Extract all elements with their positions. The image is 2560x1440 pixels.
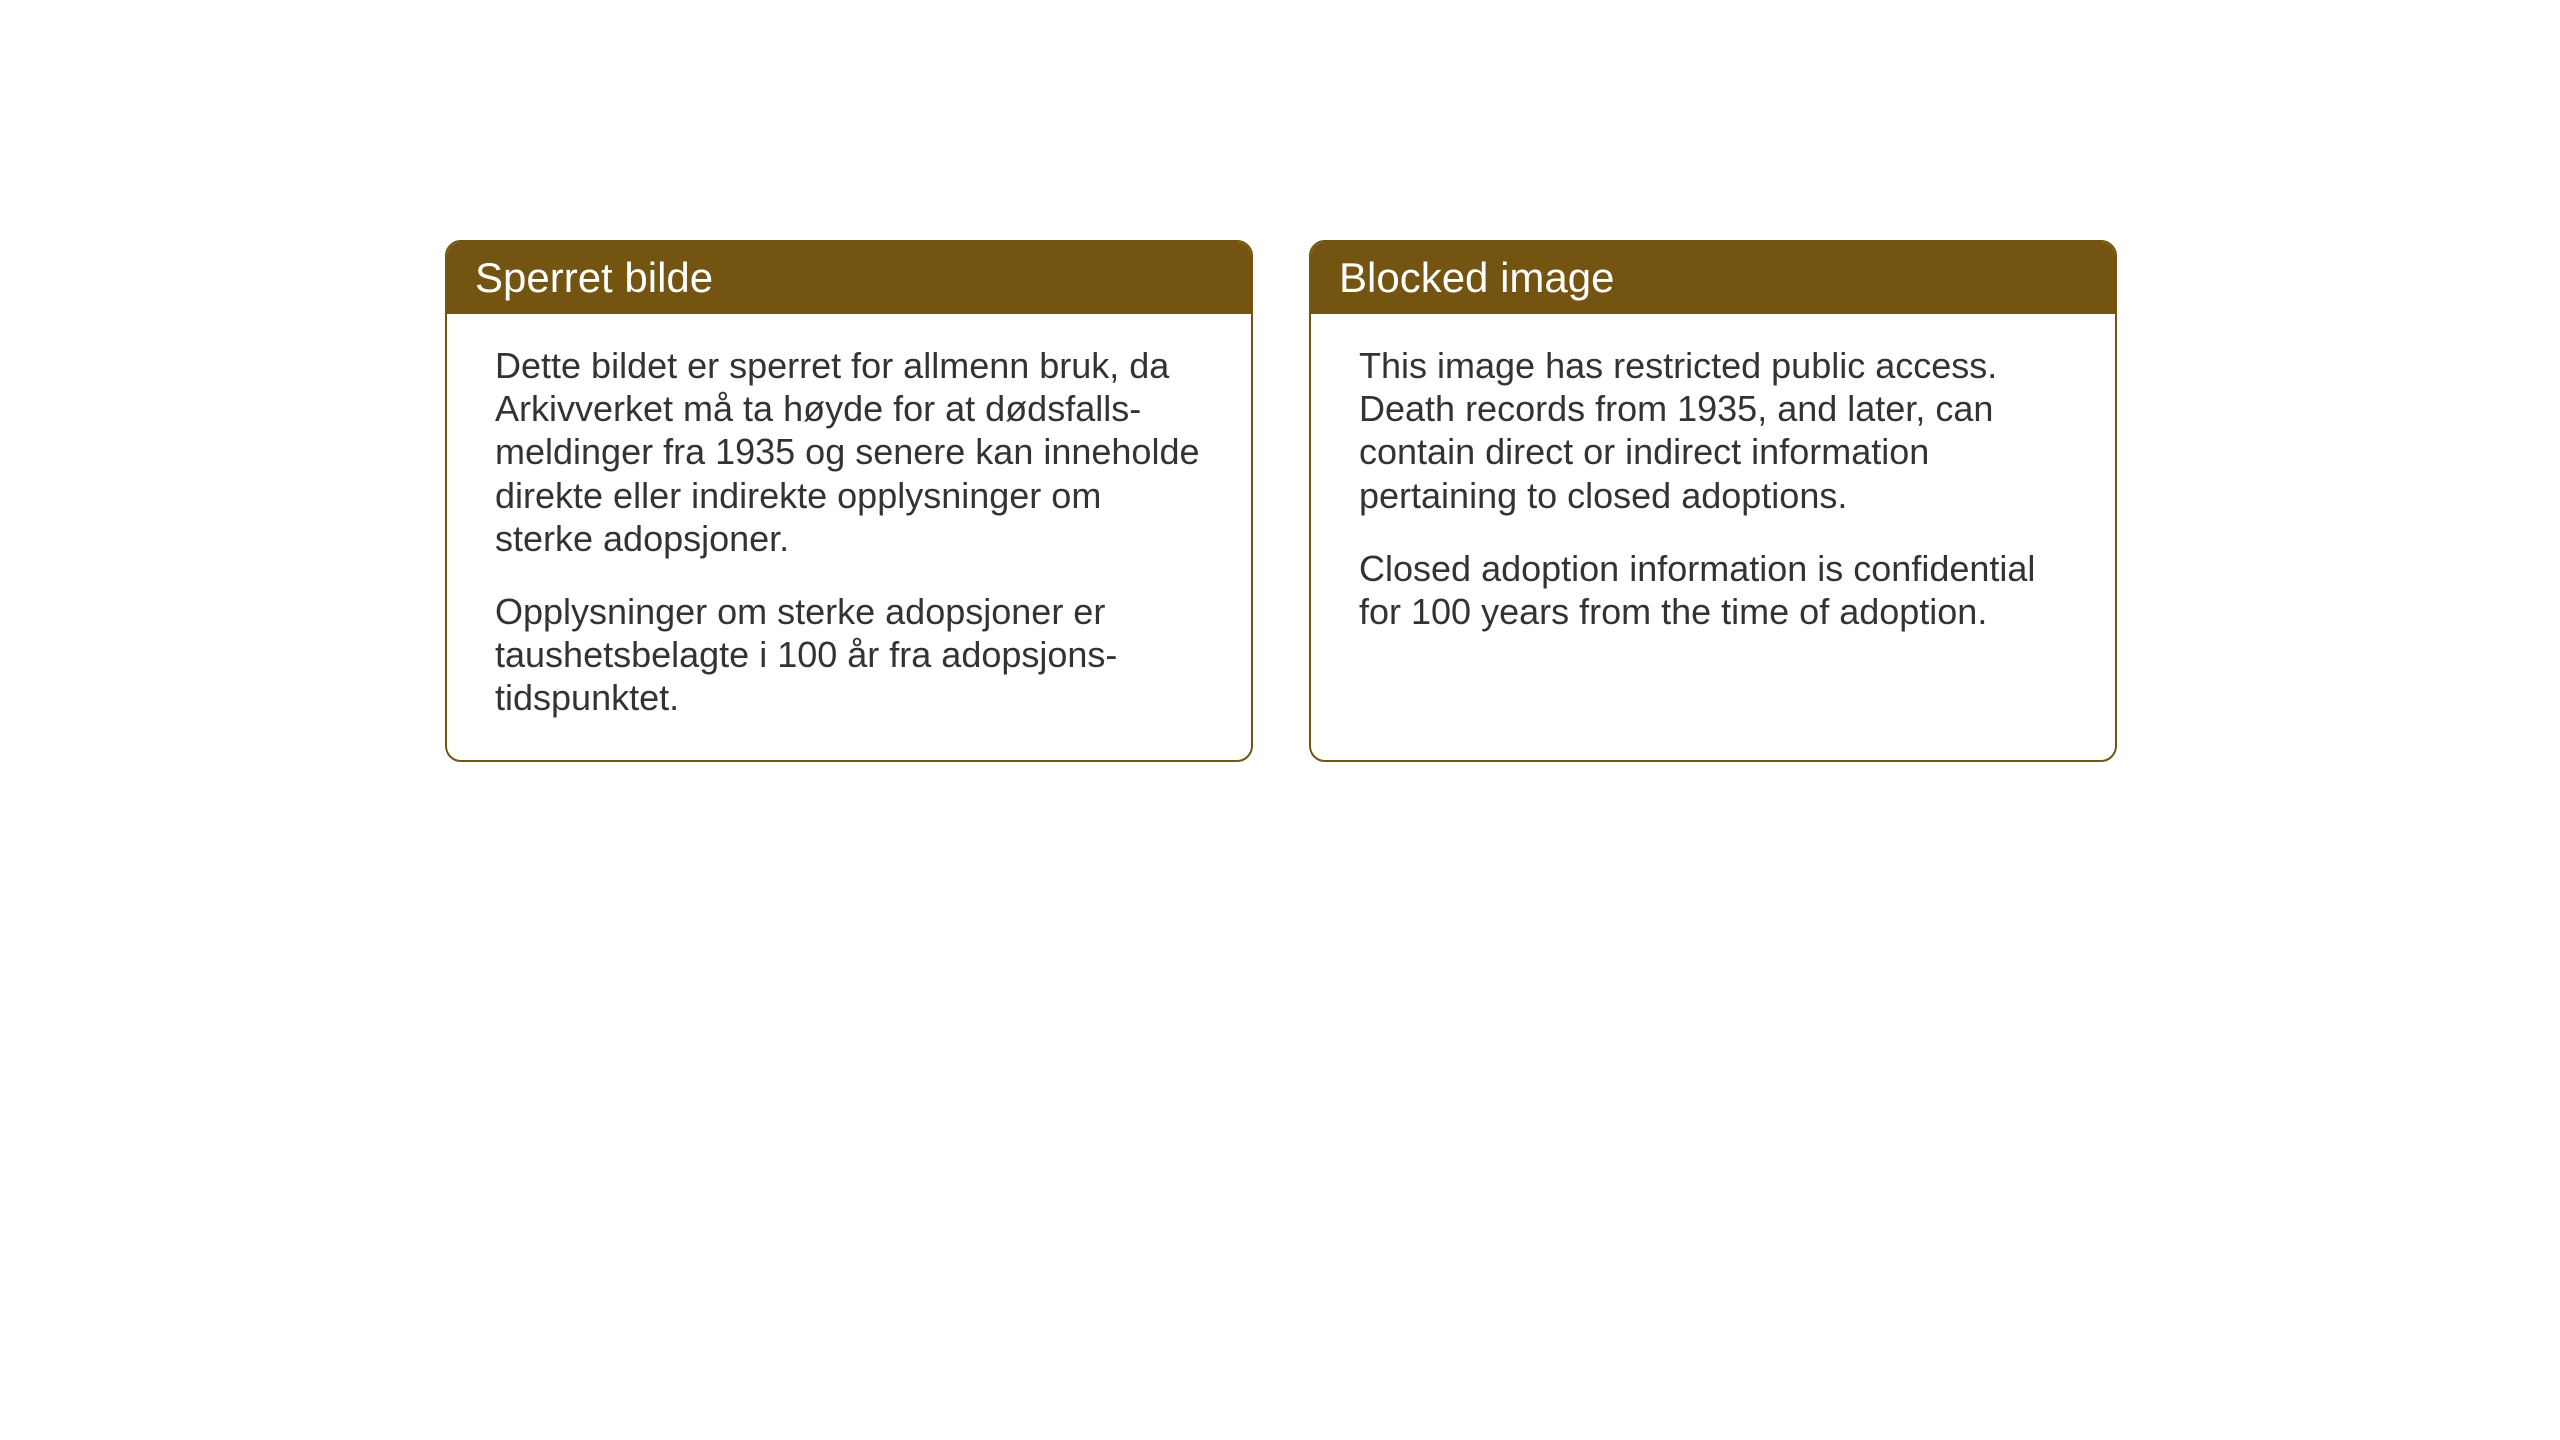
english-notice-card: Blocked image This image has restricted … <box>1309 240 2117 762</box>
english-card-title: Blocked image <box>1339 254 1614 301</box>
english-paragraph-2: Closed adoption information is confident… <box>1359 547 2067 633</box>
norwegian-paragraph-2: Opplysninger om sterke adopsjoner er tau… <box>495 590 1203 720</box>
norwegian-paragraph-1: Dette bildet er sperret for allmenn bruk… <box>495 344 1203 560</box>
english-paragraph-1: This image has restricted public access.… <box>1359 344 2067 517</box>
english-card-header: Blocked image <box>1311 242 2115 314</box>
english-card-body: This image has restricted public access.… <box>1311 314 2115 754</box>
norwegian-card-body: Dette bildet er sperret for allmenn bruk… <box>447 314 1251 760</box>
norwegian-notice-card: Sperret bilde Dette bildet er sperret fo… <box>445 240 1253 762</box>
notice-container: Sperret bilde Dette bildet er sperret fo… <box>445 240 2117 762</box>
norwegian-card-title: Sperret bilde <box>475 254 713 301</box>
norwegian-card-header: Sperret bilde <box>447 242 1251 314</box>
